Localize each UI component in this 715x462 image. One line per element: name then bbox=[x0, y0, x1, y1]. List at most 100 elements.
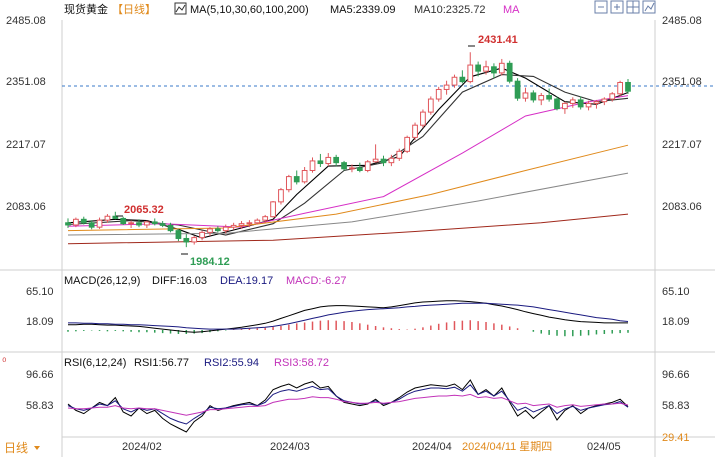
candle-up bbox=[388, 157, 395, 164]
rsi-tick-left-1: 58.83 bbox=[26, 400, 54, 412]
candle-down bbox=[333, 156, 340, 164]
low-annotation: 1984.12 bbox=[190, 256, 230, 268]
candle-up bbox=[427, 98, 434, 113]
candle-down bbox=[491, 66, 497, 74]
macd-histogram bbox=[67, 320, 629, 337]
candle-down bbox=[554, 98, 560, 110]
macd-tick-left-1: 18.09 bbox=[26, 316, 54, 328]
chart-icon[interactable] bbox=[642, 0, 656, 14]
period-button[interactable]: 日线 bbox=[0, 438, 44, 457]
candle-up bbox=[309, 160, 316, 172]
chevron-down-icon bbox=[34, 446, 40, 450]
rsi-tick-right-1: 58.83 bbox=[662, 400, 690, 412]
candle-up bbox=[372, 158, 379, 163]
candle-up bbox=[396, 150, 403, 159]
ma10-label: MA10:2325.72 bbox=[414, 4, 486, 16]
candle-up bbox=[585, 102, 592, 108]
instrument-name: 现货黄金 bbox=[64, 2, 108, 16]
macd-diff-label: DIFF:16.03 bbox=[152, 275, 207, 287]
candle-down bbox=[459, 76, 466, 83]
candle-up bbox=[301, 170, 308, 183]
candle-up bbox=[522, 92, 529, 99]
candle-down bbox=[380, 158, 387, 164]
candle-up bbox=[73, 218, 79, 226]
candle-up bbox=[199, 231, 205, 239]
candle-up bbox=[349, 167, 355, 170]
candle-up bbox=[498, 62, 505, 74]
candle-up bbox=[593, 101, 600, 104]
candle-up bbox=[443, 84, 450, 90]
ma-line-ma100 bbox=[67, 172, 629, 236]
corner-mark: ₀ bbox=[2, 352, 7, 364]
candle-up bbox=[451, 76, 458, 86]
period-tag[interactable]: 【日线】 bbox=[112, 2, 156, 16]
ma5-label: MA5:2339.09 bbox=[330, 4, 395, 16]
price-tick-right-0: 2485.08 bbox=[662, 15, 702, 27]
candle-up bbox=[420, 111, 426, 126]
macd-lines bbox=[68, 300, 629, 333]
rsi-lines bbox=[67, 379, 629, 433]
current-price-bg bbox=[656, 73, 715, 88]
candle-up bbox=[96, 219, 103, 228]
rsi-tick-right-2: 29.41 bbox=[662, 432, 690, 444]
candle-up bbox=[538, 95, 545, 101]
candle-down bbox=[183, 237, 190, 243]
grid-icon[interactable] bbox=[626, 0, 640, 14]
xaxis-highlight-date: 2024/04/11 星期四 bbox=[462, 440, 552, 453]
candle-down bbox=[341, 162, 347, 170]
candle-up bbox=[254, 219, 261, 224]
ma-line-ma200 bbox=[67, 213, 629, 245]
macd-tick-right-0: 65.10 bbox=[662, 286, 690, 298]
price-tick-left-1: 2351.08 bbox=[6, 76, 46, 88]
candle-up bbox=[404, 136, 411, 152]
high-annotation: 2431.41 bbox=[478, 34, 518, 46]
ma-extra-label: MA bbox=[503, 4, 520, 16]
price-tick-right-2: 2217.07 bbox=[662, 139, 702, 151]
candle-down bbox=[151, 221, 158, 225]
candle-down bbox=[88, 222, 95, 228]
candle-up bbox=[278, 189, 284, 203]
rsi-line-3 bbox=[67, 393, 629, 416]
macd-dea-line bbox=[68, 302, 629, 330]
xaxis-label-feb: 2024/02 bbox=[122, 441, 162, 453]
xaxis-label-apr: 2024/04 bbox=[412, 441, 452, 453]
price-tick-right-3: 2083.06 bbox=[662, 201, 702, 213]
ma-line-ma60 bbox=[67, 144, 629, 232]
rsi1-label: RSI1:56.77 bbox=[134, 357, 189, 369]
candle-up bbox=[270, 201, 276, 218]
macd-diff-line bbox=[68, 300, 628, 333]
xaxis-label-mar: 2024/03 bbox=[270, 441, 310, 453]
candle-up bbox=[483, 66, 489, 72]
candle-up bbox=[569, 99, 576, 104]
candlesticks bbox=[65, 52, 631, 248]
macd-tick-right-1: 18.09 bbox=[662, 316, 690, 328]
local-high-annotation: 2065.32 bbox=[124, 204, 164, 216]
candle-up bbox=[104, 215, 111, 221]
macd-tick-left-0: 65.10 bbox=[26, 286, 54, 298]
candle-up bbox=[412, 124, 418, 138]
candle-up bbox=[617, 81, 623, 95]
rsi-tick-right-0: 96.66 bbox=[662, 369, 690, 381]
candle-up bbox=[364, 161, 371, 172]
price-tick-left-2: 2217.07 bbox=[6, 139, 46, 151]
candle-up bbox=[222, 226, 229, 232]
rsi2-label: RSI2:55.94 bbox=[204, 357, 259, 369]
candle-down bbox=[546, 95, 552, 100]
macd-value-label: MACD:-6.27 bbox=[286, 275, 347, 287]
candle-down bbox=[514, 80, 521, 99]
candle-down bbox=[65, 222, 71, 226]
candle-up bbox=[467, 64, 474, 83]
price-tick-left-3: 2083.06 bbox=[6, 201, 46, 213]
candle-down bbox=[577, 99, 584, 108]
candle-down bbox=[475, 64, 482, 72]
candle-up bbox=[230, 224, 237, 228]
candle-down bbox=[625, 81, 631, 92]
price-tick-left-0: 2485.08 bbox=[6, 15, 46, 27]
minus-icon[interactable] bbox=[594, 0, 608, 14]
candle-up bbox=[238, 223, 245, 226]
candle-down bbox=[214, 228, 221, 232]
plus-icon[interactable] bbox=[610, 0, 624, 14]
rsi3-label: RSI3:58.72 bbox=[274, 357, 329, 369]
